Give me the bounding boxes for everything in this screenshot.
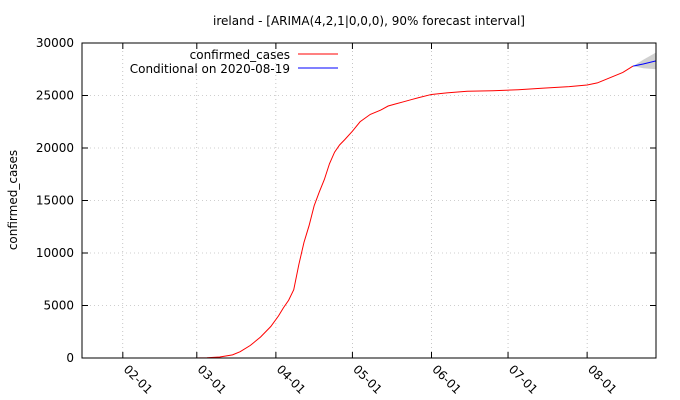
series-lines bbox=[194, 60, 657, 359]
legend-label-forecast: Conditional on 2020-08-19 bbox=[130, 62, 290, 76]
forecast-interval-band bbox=[633, 52, 656, 70]
y-axis-label: confirmed_cases bbox=[6, 150, 20, 250]
chart-title: ireland - [ARIMA(4,2,1|0,0,0), 90% forec… bbox=[213, 14, 525, 28]
x-tick-label: 07-01 bbox=[506, 362, 541, 397]
legend: confirmed_cases Conditional on 2020-08-1… bbox=[130, 48, 338, 76]
plot-frame bbox=[81, 42, 657, 359]
y-tick-label: 25000 bbox=[36, 89, 74, 103]
legend-label-confirmed-cases: confirmed_cases bbox=[190, 48, 290, 62]
x-tick-label: 06-01 bbox=[429, 362, 464, 397]
y-tick-label: 10000 bbox=[36, 246, 74, 260]
x-tick-label: 04-01 bbox=[274, 362, 309, 397]
y-tick-label: 15000 bbox=[36, 194, 74, 208]
y-tick-label: 5000 bbox=[43, 299, 74, 313]
x-tick-label: 03-01 bbox=[195, 362, 230, 397]
series-line-forecast bbox=[632, 60, 657, 67]
forecast-interval bbox=[633, 52, 656, 70]
y-tick-label: 0 bbox=[66, 351, 74, 365]
y-tick-label: 20000 bbox=[36, 141, 74, 155]
series-line-confirmed-cases bbox=[194, 65, 634, 359]
grid-lines bbox=[82, 43, 656, 358]
x-tick-label: 08-01 bbox=[585, 362, 620, 397]
axis-ticks: 0 5000 10000 15000 20000 25000 30000 02-01 03-01… bbox=[36, 36, 656, 397]
x-tick-label: 05-01 bbox=[350, 362, 385, 397]
y-tick-label: 30000 bbox=[36, 36, 74, 50]
x-tick-label: 02-01 bbox=[121, 362, 156, 397]
